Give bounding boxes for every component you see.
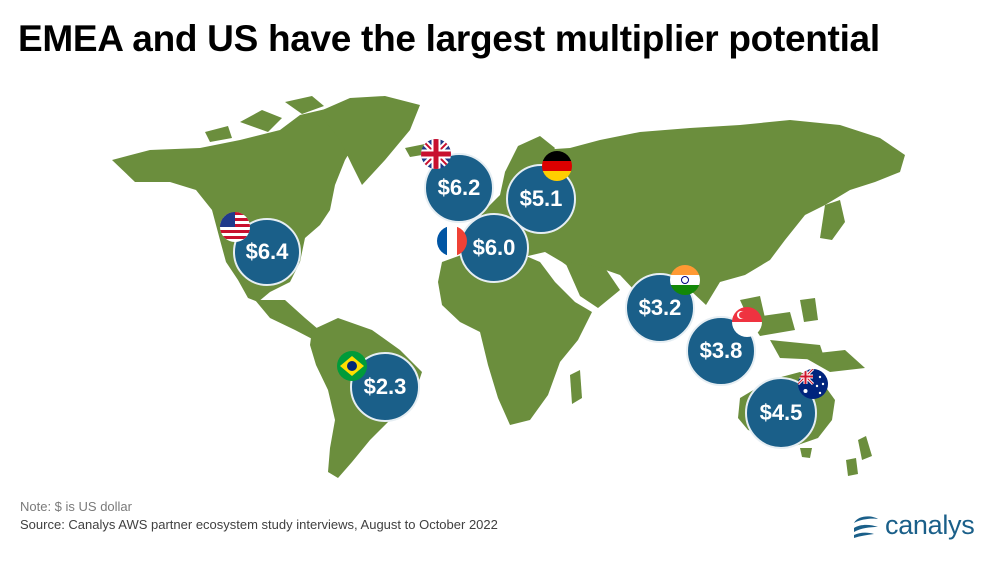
source-text: Source: Canalys AWS partner ecosystem st… xyxy=(20,517,498,532)
value-label-uk: $6.2 xyxy=(437,175,481,200)
north-america-landmass xyxy=(112,108,360,302)
greenland-landmass xyxy=(318,96,420,185)
canalys-logo-icon xyxy=(854,515,878,538)
bubble-france: $6.0 xyxy=(459,213,529,283)
canalys-logo: canalys xyxy=(852,510,975,541)
logo-text: canalys xyxy=(885,510,975,540)
singapore-flag-icon xyxy=(732,307,762,337)
us-flag-icon xyxy=(220,212,250,242)
australia-flag-icon xyxy=(798,369,828,399)
india-flag-icon xyxy=(670,265,700,295)
bubble-singapore: $3.8 xyxy=(686,316,756,386)
brazil-flag-icon xyxy=(337,351,367,381)
value-label-france: $6.0 xyxy=(472,235,516,260)
value-label-brazil: $2.3 xyxy=(363,374,407,399)
value-label-australia: $4.5 xyxy=(759,400,803,425)
bubble-us: $6.4 xyxy=(233,218,301,286)
value-label-india: $3.2 xyxy=(638,295,682,320)
value-label-singapore: $3.8 xyxy=(699,338,743,363)
value-label-germany: $5.1 xyxy=(519,186,563,211)
eurasia-landmass xyxy=(470,120,905,312)
note-text: Note: $ is US dollar xyxy=(20,499,132,514)
germany-flag-icon xyxy=(542,151,572,181)
value-label-us: $6.4 xyxy=(245,239,289,264)
uk-flag-icon xyxy=(421,139,451,169)
france-flag-icon xyxy=(437,226,467,256)
africa-landmass xyxy=(438,250,592,425)
page-title: EMEA and US have the largest multiplier … xyxy=(18,18,880,59)
bubble-uk: $6.2 xyxy=(424,153,494,223)
